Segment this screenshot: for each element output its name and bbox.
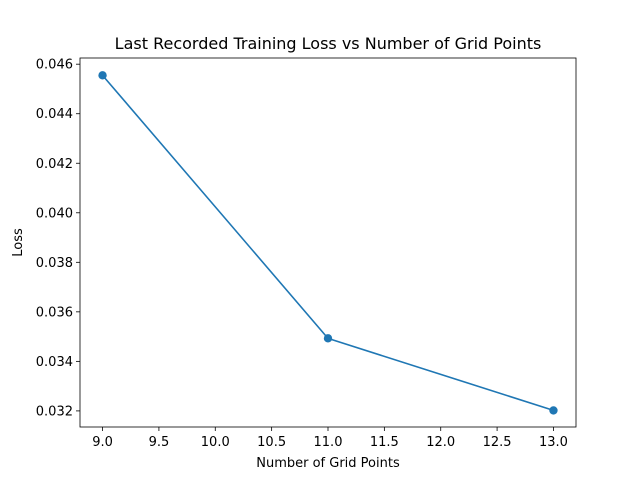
x-tick-label: 11.0 [314,435,343,450]
x-tick-label: 10.5 [257,435,286,450]
x-tick-label: 12.5 [483,435,512,450]
x-axis-label: Number of Grid Points [256,456,400,471]
data-point [98,71,107,80]
y-axis-ticks: 0.032 0.034 0.036 0.038 0.040 0.042 0.044 0.046 [36,58,80,419]
y-tick-label: 0.038 [36,256,73,271]
y-axis-label: Loss [11,228,26,257]
x-tick-label: 12.0 [426,435,455,450]
data-point [549,406,558,415]
y-tick-label: 0.042 [36,157,73,172]
x-tick-label: 11.5 [370,435,399,450]
data-point [323,334,333,343]
x-tick-label: 9.5 [149,435,170,450]
x-tick-label: 9.0 [92,435,113,450]
y-tick-label: 0.036 [36,305,73,320]
x-tick-label: 10.0 [201,435,230,450]
x-tick-label: 13.0 [539,435,568,450]
x-axis-ticks: 9.0 9.5 10.0 10.5 11.0 11.5 12.0 12.5 13.0 [92,427,568,450]
y-tick-label: 0.044 [36,107,73,122]
y-tick-label: 0.032 [36,404,73,419]
series-layer [98,71,558,415]
y-tick-label: 0.034 [36,355,73,370]
chart-title: Last Recorded Training Loss vs Number of… [115,34,542,53]
y-tick-label: 0.040 [36,206,73,221]
y-tick-label: 0.046 [36,58,73,73]
